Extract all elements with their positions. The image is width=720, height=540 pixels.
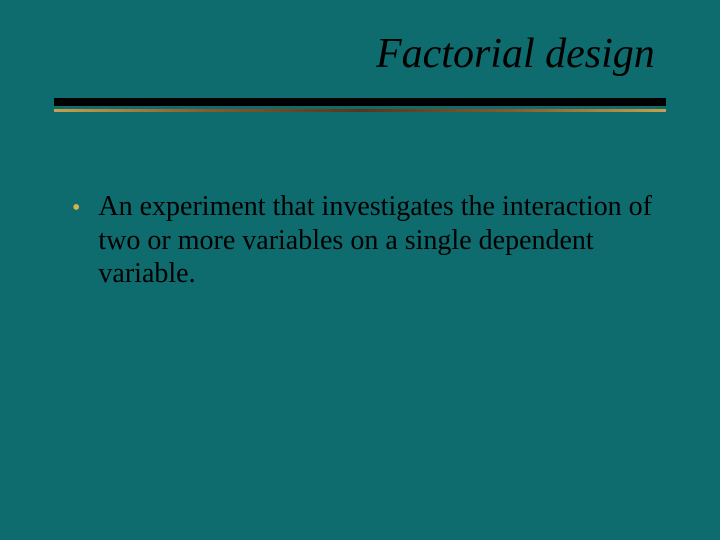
bullet-text: An experiment that investigates the inte…: [98, 190, 662, 291]
bullet-item: • An experiment that investigates the in…: [72, 190, 662, 291]
slide: Factorial design • An experiment that in…: [0, 0, 720, 540]
divider-thick-line: [54, 98, 666, 106]
bullet-dot-icon: •: [72, 196, 80, 220]
slide-title: Factorial design: [376, 30, 655, 78]
divider-thin-line: [54, 109, 666, 112]
